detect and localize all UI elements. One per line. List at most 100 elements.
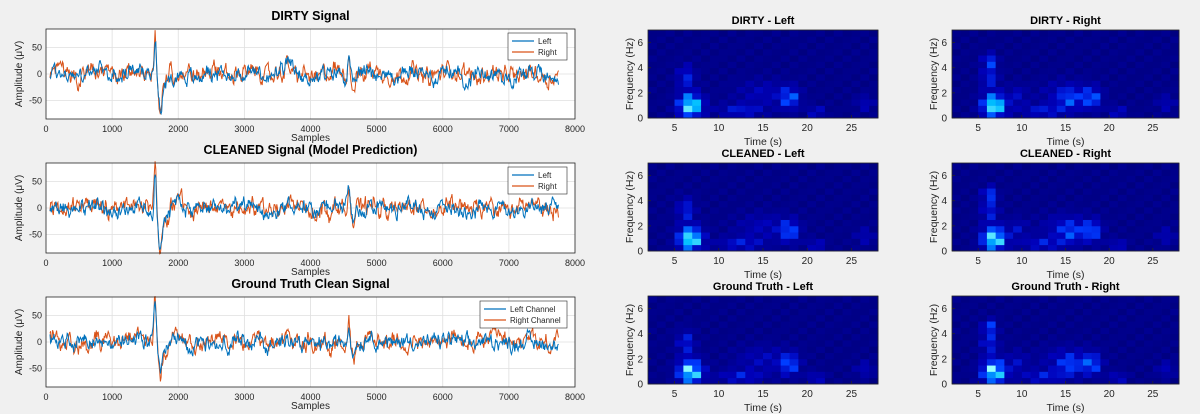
heatmap-cell <box>1048 296 1058 303</box>
heatmap-cell <box>1100 219 1110 227</box>
heatmap-cell <box>1048 365 1058 372</box>
heatmap-cell <box>656 48 667 56</box>
heatmap-cell <box>851 36 861 43</box>
heatmap-cell <box>683 105 693 113</box>
heatmap-cell <box>798 358 808 366</box>
heatmap-cell <box>807 169 817 176</box>
heatmap-cell <box>807 308 817 316</box>
heatmap-cell <box>709 321 720 328</box>
heatmap-cell <box>851 302 861 309</box>
y-tick-label: 6 <box>941 304 947 315</box>
heatmap-cell <box>656 244 667 252</box>
heatmap-cell <box>709 194 720 202</box>
heatmap-cell <box>978 169 988 176</box>
y-tick-label: 4 <box>637 196 643 207</box>
heatmap-cell <box>1082 175 1093 183</box>
heatmap-cell <box>665 333 675 341</box>
heatmap-cell <box>683 232 693 239</box>
heatmap-cell <box>736 61 746 69</box>
heatmap-cell <box>1030 48 1040 56</box>
heatmap-cell <box>1161 48 1171 56</box>
heatmap-cell <box>709 175 720 183</box>
heatmap-cell <box>1091 55 1101 62</box>
heatmap-cell <box>754 346 764 353</box>
heatmap-cell <box>648 346 658 353</box>
heatmap-cell <box>701 244 711 252</box>
heatmap-cell <box>656 207 667 214</box>
heatmap-cell <box>995 175 1005 183</box>
heatmap-cell <box>1091 365 1101 372</box>
heatmap-cell <box>665 346 675 353</box>
heatmap-cell <box>1021 36 1031 43</box>
heatmap-cell <box>798 213 808 220</box>
heatmap-cell <box>978 314 988 322</box>
heatmap-cell <box>1004 314 1014 322</box>
heatmap-cell <box>798 80 808 87</box>
heatmap-cell <box>656 99 667 106</box>
heatmap-cell <box>869 244 879 252</box>
heatmap-cell <box>754 67 764 75</box>
heatmap-cell <box>701 181 711 189</box>
heatmap-cell <box>1126 111 1136 119</box>
heatmap-cell <box>1091 111 1101 119</box>
heatmap-cell <box>736 188 746 195</box>
heatmap-cell <box>995 346 1005 353</box>
heatmap-cell <box>807 74 817 81</box>
heatmap-cell <box>1065 207 1075 214</box>
heatmap-cell <box>860 181 870 189</box>
heatmap-cell <box>1091 377 1101 385</box>
heatmap-cell <box>1021 232 1031 239</box>
heatmap-cell <box>745 42 755 50</box>
heatmap-cell <box>1065 333 1075 341</box>
heatmap-cell <box>978 105 988 113</box>
heatmap-cell <box>1074 169 1084 176</box>
heatmap-cell <box>1030 111 1040 119</box>
heatmap-cell <box>1152 232 1162 239</box>
heatmap-cell <box>842 55 852 62</box>
heatmap-cell <box>952 371 962 379</box>
heatmap-cell <box>978 80 988 87</box>
heatmap-cell <box>1021 296 1031 303</box>
heatmap-cell <box>1048 219 1058 227</box>
heatmap-cell <box>1039 111 1049 119</box>
heatmap-cell <box>842 238 852 246</box>
heatmap-cell <box>665 327 675 335</box>
x-tick-label: 8000 <box>565 258 585 268</box>
heatmap-cell <box>780 169 790 176</box>
heatmap-cell <box>833 296 844 303</box>
heatmap-cell <box>1100 30 1110 37</box>
heatmap-cell <box>1065 225 1075 233</box>
heatmap-cell <box>960 377 970 385</box>
heatmap-cell <box>780 296 790 303</box>
heatmap-cell <box>683 194 693 202</box>
heatmap-cell <box>807 244 817 252</box>
heatmap-cell <box>1074 377 1084 385</box>
heatmap-cell <box>763 377 773 385</box>
heatmap-cell <box>1030 302 1040 309</box>
heatmap-cell <box>1030 365 1040 372</box>
heatmap-cell <box>869 80 879 87</box>
heatmap-cell <box>1013 200 1023 208</box>
heatmap-cell <box>1013 346 1023 353</box>
heatmap-cell <box>1065 314 1075 322</box>
heatmap-cell <box>1170 321 1180 328</box>
heatmap-cell <box>727 194 737 202</box>
heatmap-cell <box>860 175 870 183</box>
heatmap-cell <box>952 99 962 106</box>
heatmap-cell <box>701 48 711 56</box>
heatmap-cell <box>1144 188 1154 195</box>
heatmap-cell <box>842 36 852 43</box>
heatmap-cell <box>736 371 746 379</box>
heatmap-cell <box>807 86 817 94</box>
heatmap-cell <box>798 308 808 316</box>
heatmap-cell <box>683 92 693 100</box>
heatmap-cell <box>656 371 667 379</box>
heatmap-cell <box>833 42 844 50</box>
heatmap-cell <box>1021 105 1031 113</box>
heatmap-cell <box>745 302 755 309</box>
heatmap-cell <box>1161 207 1171 214</box>
heatmap-cell <box>1117 238 1128 246</box>
heatmap-cell <box>1170 358 1180 366</box>
heatmap-cell <box>763 244 773 252</box>
heatmap-cell <box>1030 225 1040 233</box>
